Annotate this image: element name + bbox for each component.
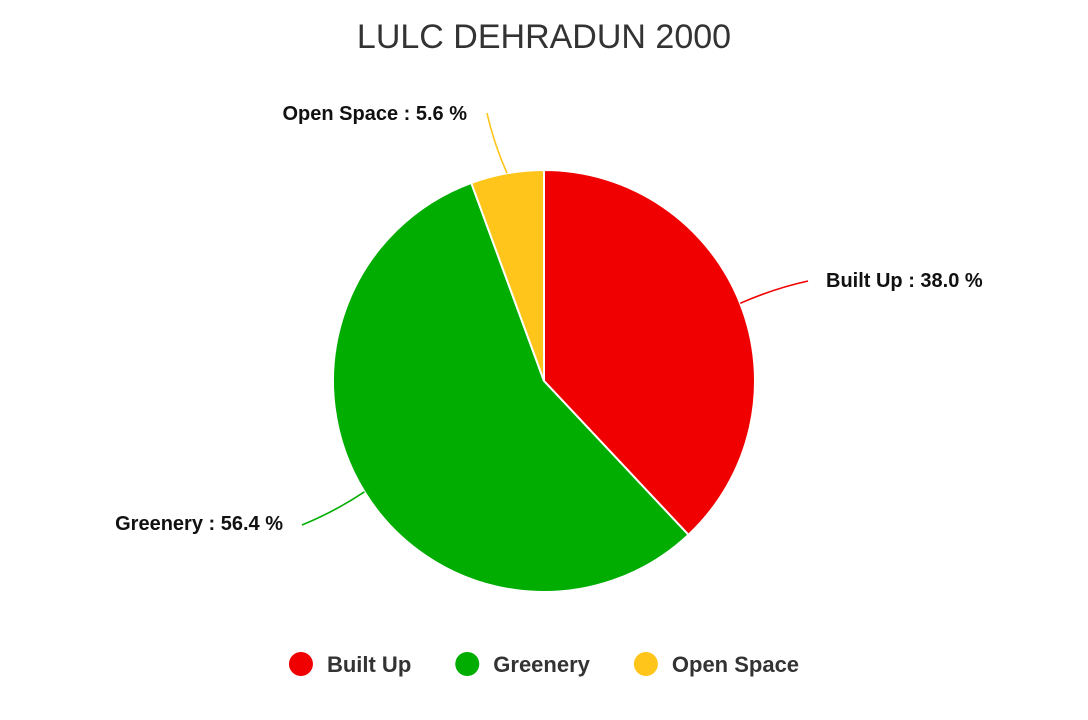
legend-swatch-greenery xyxy=(455,652,480,676)
pie-slices xyxy=(332,168,756,593)
legend-item-greenery: Greenery xyxy=(455,652,591,677)
pie-slice-open-space xyxy=(469,168,545,382)
leader-line-greenery xyxy=(301,491,365,526)
legend: Built Up Greenery Open Space xyxy=(288,652,799,677)
legend-label-greenery: Greenery xyxy=(493,652,590,677)
legend-swatch-open-space xyxy=(633,652,658,676)
chart-title: LULC DEHRADUN 2000 xyxy=(357,18,731,56)
legend-label-open-space: Open Space xyxy=(672,652,799,677)
slice-labels: Built Up : 38.0 % Greenery : 56.4 % Open S… xyxy=(115,103,983,535)
pie-slice-built-up xyxy=(543,168,756,537)
legend-label-built-up: Built Up xyxy=(327,652,411,677)
legend-item-built-up: Built Up xyxy=(288,652,411,677)
leader-line-built-up xyxy=(739,280,809,305)
slice-label-open-space: Open Space : 5.6 % xyxy=(282,103,467,125)
slice-label-built-up: Built Up : 38.0 % xyxy=(826,270,983,292)
leader-lines xyxy=(301,112,809,526)
leader-line-open-space xyxy=(486,112,508,174)
slice-label-greenery: Greenery : 56.4 % xyxy=(115,513,283,535)
legend-item-open-space: Open Space xyxy=(633,652,799,677)
legend-swatch-built-up xyxy=(288,652,313,676)
